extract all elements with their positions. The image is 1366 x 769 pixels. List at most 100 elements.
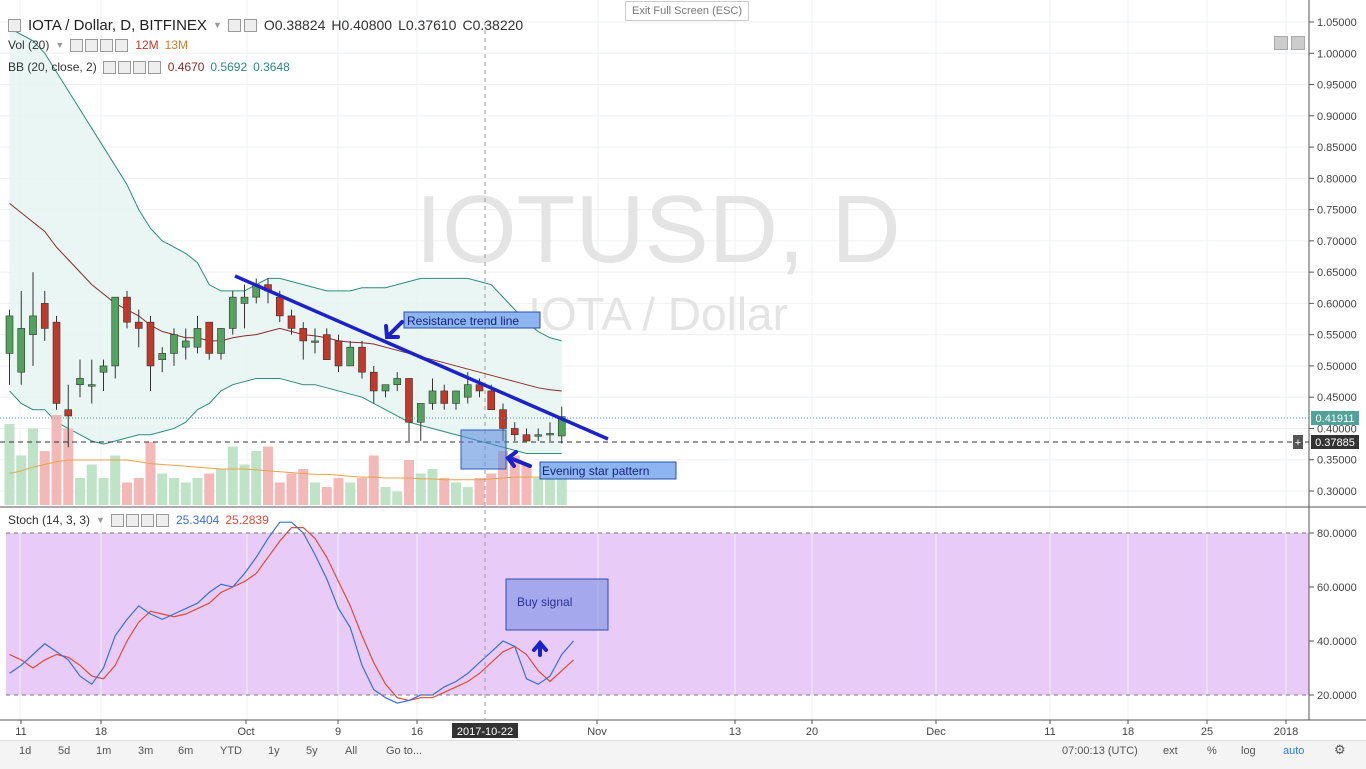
settings-icon[interactable]: [85, 38, 99, 52]
price-tick-label: 0.90000: [1317, 111, 1357, 123]
settings-icon[interactable]: [243, 18, 257, 32]
volume-bar: [333, 478, 344, 505]
volume-bar: [263, 446, 273, 505]
price-tick-label: 0.60000: [1317, 298, 1357, 310]
candle: [299, 322, 308, 360]
candle: [217, 328, 225, 360]
timeframe-6m[interactable]: 6m: [178, 745, 194, 757]
candle-body: [405, 378, 413, 423]
candle: [52, 315, 61, 410]
ext-button[interactable]: ext: [1163, 745, 1178, 757]
timeframe-5d[interactable]: 5d: [58, 745, 71, 757]
evening-star-label-text: Evening star pattern: [542, 464, 649, 478]
plus-icon[interactable]: [132, 60, 146, 74]
maximize-pane-icon[interactable]: [1291, 36, 1305, 50]
time-tick-label: 20: [806, 726, 818, 738]
log-button[interactable]: log: [1241, 745, 1256, 757]
bb-value-upper: 0.5692: [210, 60, 248, 74]
candle-body: [111, 296, 120, 367]
price-tick-label: 0.95000: [1317, 80, 1357, 92]
candle-body: [181, 340, 190, 348]
candle: [29, 272, 37, 366]
candle: [40, 290, 49, 341]
volume-bar: [180, 482, 191, 505]
timeframe-3m[interactable]: 3m: [138, 745, 154, 757]
volume-bar: [451, 482, 461, 505]
time-tick-label: 18: [95, 726, 107, 738]
resistance-label[interactable]: Resistance trend line: [403, 311, 541, 329]
crosshair-price-tag: + 0.37885: [1293, 435, 1359, 449]
ohlc-low: L0.37610: [398, 17, 457, 33]
chevron-down-icon[interactable]: ▼: [96, 515, 105, 525]
price-tick-label: 0.30000: [1317, 486, 1357, 498]
volume-ma-line: [9, 459, 562, 481]
candle: [287, 309, 296, 335]
timeframe-1m[interactable]: 1m: [96, 745, 112, 757]
collapse-icon[interactable]: [8, 18, 21, 32]
candle-body: [499, 409, 507, 429]
candle: [76, 359, 84, 398]
last-price-tag: 0.41911: [1311, 411, 1359, 425]
volume-bar: [251, 451, 262, 505]
candle: [146, 315, 155, 391]
volume-bar: [404, 460, 414, 505]
plus-icon[interactable]: [140, 513, 154, 527]
candle-body: [534, 434, 543, 437]
volume-bar: [474, 478, 485, 505]
chevron-down-icon[interactable]: ▼: [212, 20, 222, 30]
candle-body: [158, 353, 167, 360]
eye-icon[interactable]: [227, 18, 241, 32]
timeframe-ytd[interactable]: YTD: [220, 745, 242, 757]
candle-body: [487, 390, 496, 411]
candle: [416, 403, 425, 441]
watermark: IOTUSD, D IOTA / Dollar: [415, 176, 900, 340]
settings-icon[interactable]: [125, 513, 139, 527]
candle-body: [275, 296, 284, 317]
symbol-legend: IOTA / Dollar, D, BITFINEX ▼ O0.38824 H0…: [8, 14, 523, 36]
evening-star-label[interactable]: Evening star pattern: [539, 461, 677, 480]
candle-body: [170, 334, 178, 354]
candle-body: [123, 296, 131, 323]
time-tick-label: 2018: [1274, 726, 1298, 738]
eye-icon[interactable]: [102, 60, 116, 74]
volume-bar: [122, 482, 132, 505]
auto-button[interactable]: auto: [1283, 745, 1305, 757]
chevron-down-icon[interactable]: ▼: [55, 40, 65, 50]
eye-icon[interactable]: [70, 38, 84, 52]
settings-icon[interactable]: [117, 60, 131, 74]
timeframe-1d[interactable]: 1d: [19, 745, 32, 757]
candle-body: [346, 346, 355, 367]
time-tick-label: Nov: [587, 726, 607, 738]
close-icon[interactable]: [155, 513, 169, 527]
candle: [534, 428, 543, 441]
watermark-name: IOTA / Dollar: [528, 288, 788, 340]
timeframe-all[interactable]: All: [345, 745, 358, 757]
timeframe-1y[interactable]: 1y: [268, 745, 280, 757]
price-tick-label: 0.80000: [1317, 173, 1357, 185]
eye-icon[interactable]: [110, 513, 124, 527]
percent-button[interactable]: %: [1207, 745, 1217, 757]
last-price-value: 0.41911: [1316, 413, 1355, 425]
evening-star-box[interactable]: [460, 429, 507, 470]
goto-button[interactable]: Go to...: [386, 745, 423, 757]
volume-bar: [298, 469, 309, 505]
close-icon[interactable]: [115, 38, 129, 52]
minimize-pane-icon[interactable]: [1274, 36, 1288, 50]
buy-signal-text: Buy signal: [517, 595, 572, 609]
candle-body: [193, 328, 202, 348]
close-icon[interactable]: [147, 60, 161, 74]
exit-fullscreen-button[interactable]: Exit Full Screen (ESC): [625, 1, 749, 21]
candle: [311, 328, 319, 354]
candle: [99, 359, 108, 391]
candle-body: [29, 315, 37, 335]
resistance-trend-line[interactable]: [234, 274, 609, 441]
candle: [405, 378, 413, 441]
time-tick-label: 11: [1044, 726, 1055, 738]
candle: [510, 422, 519, 441]
buy-signal-label[interactable]: Buy signal: [505, 578, 609, 631]
gear-icon[interactable]: ⚙: [1334, 742, 1346, 757]
candle: [158, 347, 167, 373]
plus-icon[interactable]: [100, 38, 114, 52]
timeframe-5y[interactable]: 5y: [306, 745, 318, 757]
